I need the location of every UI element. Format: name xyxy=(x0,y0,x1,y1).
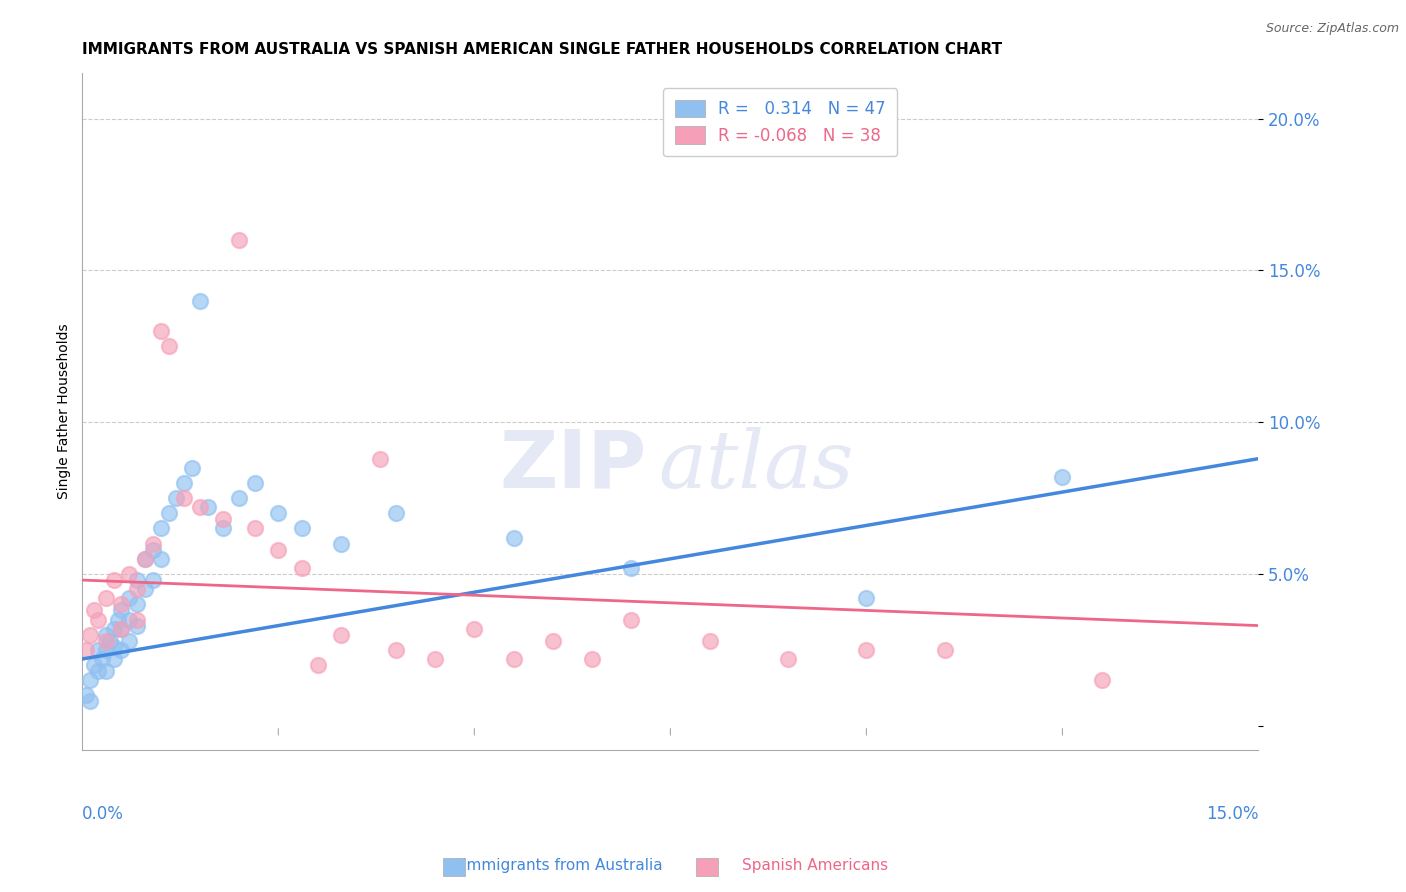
Point xyxy=(188,293,211,308)
Point xyxy=(330,536,353,550)
Point xyxy=(110,603,132,617)
Point xyxy=(103,652,125,666)
Point xyxy=(855,643,877,657)
Point xyxy=(1091,673,1114,688)
Point xyxy=(330,628,353,642)
Point xyxy=(855,591,877,606)
Point xyxy=(267,506,290,520)
Point xyxy=(98,633,121,648)
Point xyxy=(243,521,266,535)
Point xyxy=(103,622,125,636)
Point xyxy=(267,542,290,557)
Point xyxy=(127,573,149,587)
Point xyxy=(776,652,799,666)
Point xyxy=(94,591,117,606)
Point xyxy=(228,233,250,247)
Point xyxy=(79,694,101,708)
Point xyxy=(307,658,329,673)
Point xyxy=(197,500,219,515)
Point xyxy=(502,531,524,545)
Point xyxy=(127,582,149,597)
Point xyxy=(212,521,235,535)
Point xyxy=(75,643,97,657)
Point xyxy=(110,622,132,636)
Point xyxy=(181,460,204,475)
Point xyxy=(134,551,156,566)
Point xyxy=(149,551,172,566)
Point xyxy=(110,622,132,636)
Y-axis label: Single Father Households: Single Father Households xyxy=(58,324,72,500)
Point xyxy=(75,689,97,703)
Point xyxy=(94,628,117,642)
Legend: R =   0.314   N = 47, R = -0.068   N = 38: R = 0.314 N = 47, R = -0.068 N = 38 xyxy=(664,88,897,156)
Point xyxy=(79,628,101,642)
Point xyxy=(157,339,180,353)
Point xyxy=(157,506,180,520)
Point xyxy=(149,521,172,535)
Point xyxy=(94,633,117,648)
Point xyxy=(118,591,141,606)
Point xyxy=(212,512,235,526)
Point xyxy=(87,643,110,657)
Point xyxy=(87,664,110,678)
Point xyxy=(188,500,211,515)
Point xyxy=(103,640,125,654)
Point xyxy=(934,643,956,657)
Point xyxy=(620,561,643,575)
Point xyxy=(149,324,172,338)
Point xyxy=(134,582,156,597)
Point xyxy=(110,643,132,657)
Point xyxy=(94,664,117,678)
Point xyxy=(502,652,524,666)
Point xyxy=(118,633,141,648)
Point xyxy=(291,561,314,575)
Point xyxy=(142,536,165,550)
Point xyxy=(291,521,314,535)
Text: Immigrants from Australia: Immigrants from Australia xyxy=(463,858,662,872)
Point xyxy=(699,633,721,648)
Point xyxy=(107,613,129,627)
Point xyxy=(142,542,165,557)
Point xyxy=(83,658,105,673)
Point xyxy=(142,573,165,587)
Point xyxy=(127,613,149,627)
Point xyxy=(385,506,408,520)
Text: IMMIGRANTS FROM AUSTRALIA VS SPANISH AMERICAN SINGLE FATHER HOUSEHOLDS CORRELATI: IMMIGRANTS FROM AUSTRALIA VS SPANISH AME… xyxy=(83,42,1002,57)
Point xyxy=(94,643,117,657)
Text: 0.0%: 0.0% xyxy=(83,805,124,822)
Point xyxy=(118,567,141,582)
Point xyxy=(118,613,141,627)
Point xyxy=(87,613,110,627)
Point xyxy=(463,622,485,636)
Point xyxy=(385,643,408,657)
Text: 15.0%: 15.0% xyxy=(1206,805,1258,822)
Point xyxy=(228,491,250,505)
Point xyxy=(165,491,187,505)
Point xyxy=(368,451,391,466)
Point xyxy=(173,491,195,505)
Point xyxy=(1052,470,1074,484)
Point xyxy=(541,633,564,648)
Text: ZIP: ZIP xyxy=(499,426,647,505)
Point xyxy=(110,598,132,612)
Point xyxy=(90,652,112,666)
Point xyxy=(83,603,105,617)
Text: Spanish Americans: Spanish Americans xyxy=(742,858,889,872)
Point xyxy=(423,652,446,666)
Point xyxy=(127,598,149,612)
Point xyxy=(620,613,643,627)
Point xyxy=(103,573,125,587)
Point xyxy=(581,652,603,666)
Point xyxy=(243,475,266,490)
Point xyxy=(79,673,101,688)
Text: Source: ZipAtlas.com: Source: ZipAtlas.com xyxy=(1265,22,1399,36)
Point xyxy=(127,618,149,632)
Point xyxy=(173,475,195,490)
Point xyxy=(134,551,156,566)
Text: atlas: atlas xyxy=(658,427,853,505)
